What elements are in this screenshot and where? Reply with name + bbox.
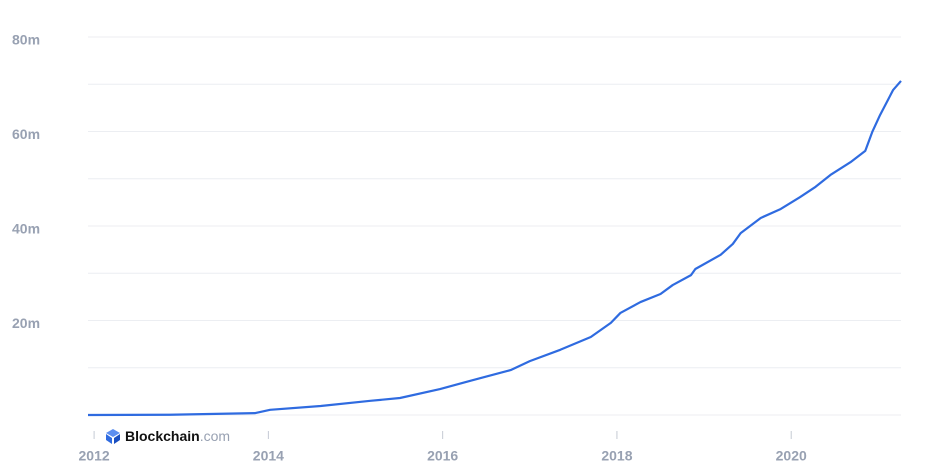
y-tick-label: 80m — [12, 32, 40, 48]
data-line — [87, 80, 902, 417]
logo-icon — [106, 434, 112, 444]
x-tick-label: 2018 — [601, 448, 632, 464]
x-tick-label: 2012 — [79, 448, 110, 464]
watermark-name: Blockchain — [125, 428, 200, 444]
y-tick-label: 60m — [12, 126, 40, 142]
x-tick-label: 2016 — [427, 448, 458, 464]
logo-icon — [114, 434, 120, 444]
watermark-suffix: .com — [200, 428, 230, 444]
logo-icon — [106, 429, 120, 437]
watermark: Blockchain.com — [106, 428, 230, 444]
x-tick-label: 2020 — [776, 448, 807, 464]
watermark-text: Blockchain.com — [125, 428, 230, 444]
y-tick-label: 40m — [12, 221, 40, 237]
y-tick-label: 20m — [12, 315, 40, 331]
x-tick-label: 2014 — [253, 448, 284, 464]
